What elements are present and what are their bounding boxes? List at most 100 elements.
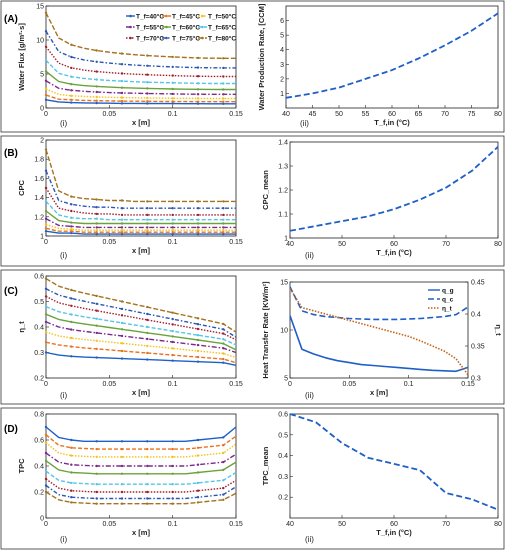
data-point <box>70 203 73 206</box>
data-point <box>171 347 174 350</box>
data-point <box>70 101 73 104</box>
data-point <box>44 477 48 481</box>
x-tick-label: 40 <box>286 521 294 528</box>
data-point <box>222 498 225 501</box>
data-point <box>120 440 124 443</box>
data-point <box>171 335 174 338</box>
y-tick-label: 1.2 <box>34 214 44 221</box>
data-point <box>70 230 73 233</box>
x-tick-label: 40 <box>286 241 294 248</box>
data-point <box>120 226 124 229</box>
data-point <box>70 89 73 92</box>
data-point <box>70 209 73 213</box>
data-point <box>222 468 225 472</box>
y-tick-label: 5 <box>280 33 284 40</box>
data-point <box>70 228 73 231</box>
data-point <box>171 483 174 486</box>
data-point <box>146 218 149 221</box>
y-tick-label: 0.3 <box>278 474 288 481</box>
data-point <box>146 502 149 505</box>
data-point <box>146 440 149 443</box>
x-tick-label: 0.15 <box>229 521 243 528</box>
data-point <box>44 223 48 226</box>
panel-a-ii-sublabel: (ii) <box>300 119 309 128</box>
data-point <box>95 502 98 505</box>
series-line <box>45 426 237 442</box>
data-point <box>44 79 48 83</box>
tpc-chart: 0 0.05 0.1 0.15 0 0.2 0.4 0.6 0.8 x [m] TPC <box>17 412 243 538</box>
x-axis-label: x [m] <box>370 388 388 397</box>
y-tick-label: 0.6 <box>278 412 288 419</box>
x-tick-label: 40 <box>282 111 290 118</box>
data-point <box>222 357 225 361</box>
plot-area-frame <box>289 141 499 239</box>
data-point <box>70 313 73 316</box>
y-tick-label: 1 <box>280 91 284 98</box>
data-point <box>95 309 98 312</box>
series-line <box>45 12 236 59</box>
data-point <box>196 75 200 78</box>
series-line <box>45 460 237 475</box>
data-point <box>222 100 225 103</box>
data-point <box>44 425 48 429</box>
series-line <box>45 218 236 229</box>
data-point <box>44 459 48 462</box>
x-tick-label: 0.1 <box>168 111 178 118</box>
panel-c-letter: (C) <box>4 286 18 297</box>
data-point <box>146 305 149 309</box>
data-point <box>120 218 124 221</box>
data-point <box>70 225 73 228</box>
data-point <box>146 92 149 95</box>
y-axis-label: CPC_mean <box>261 170 270 210</box>
data-point <box>95 347 98 351</box>
panel-b-letter: (B) <box>4 148 18 159</box>
x-tick-label: 0.05 <box>103 239 117 246</box>
legend-marker <box>201 25 204 29</box>
y-tick-label: 0.4 <box>278 453 288 460</box>
data-point <box>171 340 174 344</box>
data-point <box>70 304 73 307</box>
x-tick-label: 0.05 <box>103 521 117 528</box>
data-point <box>146 222 149 225</box>
data-point <box>44 59 48 62</box>
data-point <box>196 317 200 320</box>
data-point <box>70 446 73 449</box>
x-tick-label: 0.15 <box>229 239 243 246</box>
thermal-efficiency-chart: 0 0.05 0.1 0.15 0.2 0.3 0.4 0.5 0.6 x [m] η_t <box>17 274 243 398</box>
data-point <box>196 349 200 353</box>
data-point <box>120 307 124 311</box>
data-point <box>146 102 149 105</box>
data-point <box>171 490 174 494</box>
data-point <box>146 54 149 57</box>
data-point <box>171 207 174 210</box>
data-point <box>95 222 98 225</box>
data-point <box>222 88 225 91</box>
series-line <box>289 315 469 373</box>
data-point <box>146 497 149 500</box>
plot-area-frame <box>289 413 499 519</box>
data-point <box>120 86 124 89</box>
data-point <box>196 226 200 229</box>
data-point <box>196 454 200 457</box>
panel-d-frame <box>0 407 505 550</box>
data-point <box>95 226 98 229</box>
series-line <box>45 99 236 105</box>
series-line <box>45 70 236 91</box>
data-point <box>196 323 200 326</box>
data-point <box>44 148 48 151</box>
x-tick-label: 0.1 <box>404 381 414 388</box>
series-line <box>285 12 499 99</box>
series-line <box>45 484 237 500</box>
legend-label: T_f=75°C <box>172 34 200 42</box>
panel-d-i-sublabel: (i) <box>60 535 67 544</box>
series-line <box>45 351 237 366</box>
data-point <box>222 222 225 225</box>
data-point <box>222 342 225 345</box>
x-axis-label: x [m] <box>132 388 150 397</box>
data-point <box>171 92 174 96</box>
data-point <box>222 328 225 331</box>
data-point <box>222 361 225 364</box>
data-point <box>70 481 73 485</box>
x-tick-label: 55 <box>362 111 370 118</box>
data-point <box>196 338 200 342</box>
